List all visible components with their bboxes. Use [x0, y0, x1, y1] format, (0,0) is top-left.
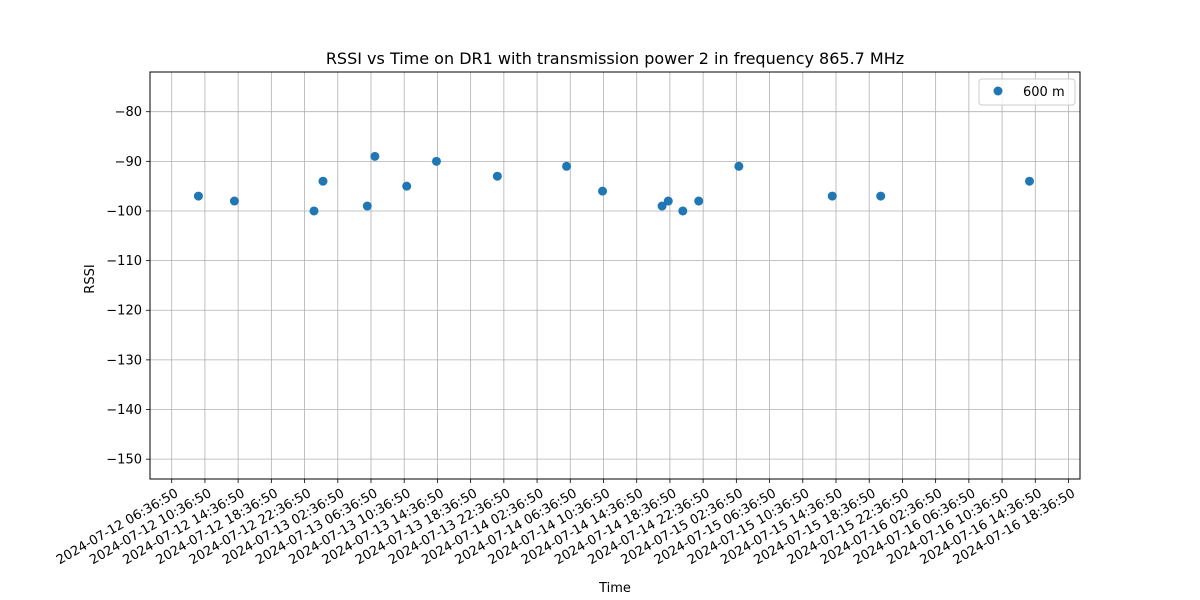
- grid: [150, 72, 1080, 479]
- plot-area-frame: [149, 71, 1081, 480]
- data-point: [492, 171, 502, 181]
- legend-marker: [993, 86, 1003, 96]
- y-tick-label: −80: [115, 105, 142, 120]
- data-point: [657, 201, 667, 211]
- data-point: [362, 201, 372, 211]
- data-point: [370, 151, 380, 161]
- chart-title: RSSI vs Time on DR1 with transmission po…: [326, 49, 904, 68]
- y-tick-label: −110: [106, 254, 142, 269]
- data-point: [694, 196, 704, 206]
- y-axis-label: RSSI: [83, 264, 98, 293]
- data-point: [827, 191, 837, 201]
- legend-label: 600 m: [1023, 85, 1065, 100]
- y-tick-label: −120: [106, 304, 142, 319]
- y-tick-label: −130: [106, 353, 142, 368]
- data-point: [431, 156, 441, 166]
- legend: 600 m: [978, 78, 1076, 106]
- data-point: [318, 176, 328, 186]
- data-point: [1024, 176, 1034, 186]
- y-tick-label: −140: [106, 403, 142, 418]
- data-point: [678, 206, 688, 216]
- y-tick-label: −150: [106, 453, 142, 468]
- data-point: [876, 191, 886, 201]
- data-point: [562, 161, 572, 171]
- y-tick-label: −90: [115, 155, 142, 170]
- data-point: [309, 206, 319, 216]
- data-point: [663, 196, 673, 206]
- data-point: [229, 196, 239, 206]
- data-point: [598, 186, 608, 196]
- y-tick-label: −100: [106, 204, 142, 219]
- data-point: [193, 191, 203, 201]
- legend-box: [978, 78, 1076, 106]
- data-points: [193, 151, 1034, 216]
- x-axis-label: Time: [598, 581, 631, 596]
- data-point: [734, 161, 744, 171]
- data-point: [402, 181, 412, 191]
- y-axis-ticks: −150 −140 −130 −120 −110 −100 −90 −80: [106, 105, 150, 468]
